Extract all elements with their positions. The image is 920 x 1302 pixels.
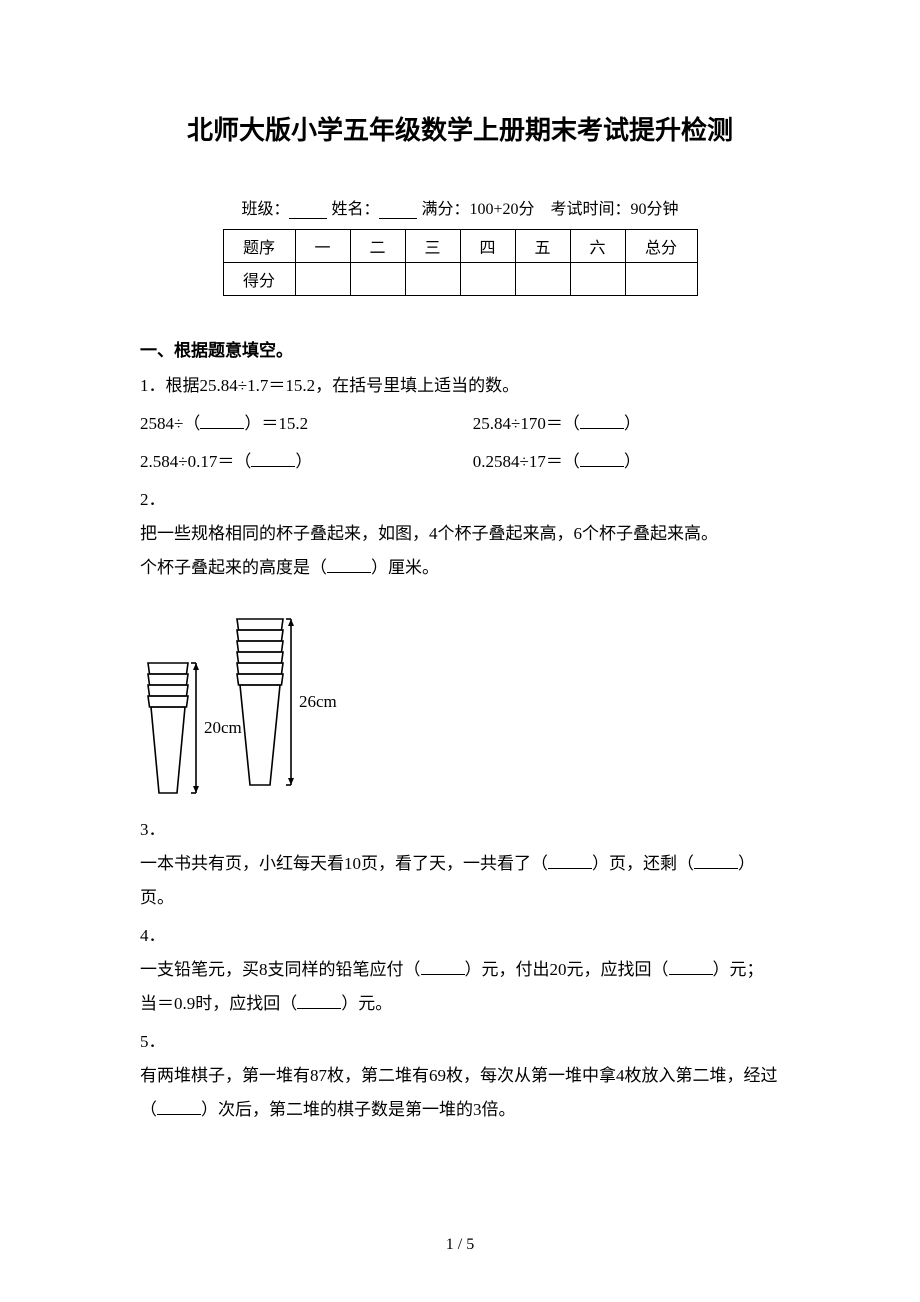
score-cell xyxy=(405,263,460,296)
col-2: 二 xyxy=(350,230,405,263)
page-number: 1 / 5 xyxy=(0,1236,920,1254)
full-score-label: 满分： xyxy=(421,201,469,218)
score-cell xyxy=(295,263,350,296)
fill-blank xyxy=(548,855,592,869)
q1-expr-b: 25.84÷170＝（ ） xyxy=(473,407,780,441)
expr-text: ） xyxy=(624,452,641,471)
cups-svg-icon: 20cm 26cm xyxy=(140,603,370,798)
fill-blank xyxy=(421,961,465,975)
q5-text-b: ）次后，第二堆的棋子数是第一堆的3倍。 xyxy=(201,1100,516,1119)
q4-num: 4． xyxy=(140,926,166,945)
q4-text-a: 一支铅笔元，买8支同样的铅笔应付（ xyxy=(140,960,421,979)
col-5: 五 xyxy=(515,230,570,263)
fill-blank xyxy=(200,415,244,429)
q1-expr-a: 2584÷（ ）＝15.2 xyxy=(140,407,473,441)
q2-num: 2． xyxy=(140,490,166,509)
question-3: 3． 一本书共有页，小红每天看10页，看了天，一共看了（）页，还剩（）页。 xyxy=(140,813,780,915)
section-heading: 一、根据题意填空。 xyxy=(140,336,780,361)
col-1: 一 xyxy=(295,230,350,263)
fill-blank xyxy=(694,855,738,869)
page-title: 北师大版小学五年级数学上册期末考试提升检测 xyxy=(140,110,780,147)
fill-blank xyxy=(669,961,713,975)
fill-blank xyxy=(580,453,624,467)
class-label: 班级： xyxy=(241,201,289,218)
row1-label: 题序 xyxy=(223,230,295,263)
col-3: 三 xyxy=(405,230,460,263)
total-label: 总分 xyxy=(625,230,697,263)
score-table: 题序 一 二 三 四 五 六 总分 得分 xyxy=(223,229,698,296)
question-1: 1．根据25.84÷1.7＝15.2，在括号里填上适当的数。 xyxy=(140,369,780,403)
expr-text: ）＝15.2 xyxy=(244,414,308,433)
expr-text: ） xyxy=(295,452,312,471)
name-label: 姓名： xyxy=(331,201,379,218)
exam-info-line: 班级： 姓名： 满分：100+20分 考试时间：90分钟 xyxy=(140,195,780,219)
row2-label: 得分 xyxy=(223,263,295,296)
name-blank xyxy=(379,203,417,219)
question-1-row1: 2584÷（ ）＝15.2 25.84÷170＝（ ） xyxy=(140,407,780,441)
expr-text: 25.84÷170＝（ xyxy=(473,414,580,433)
cups-diagram: 20cm 26cm xyxy=(140,603,780,803)
time-label: 考试时间： xyxy=(551,201,631,218)
fill-blank xyxy=(580,415,624,429)
q3-text-a: 一本书共有页，小红每天看10页，看了天，一共看了（ xyxy=(140,854,548,873)
score-cell xyxy=(460,263,515,296)
question-4: 4． 一支铅笔元，买8支同样的铅笔应付（）元，付出20元，应找回（）元；当＝0.… xyxy=(140,919,780,1021)
svg-text:26cm: 26cm xyxy=(299,692,337,711)
fill-blank xyxy=(251,453,295,467)
q2-line1: 把一些规格相同的杯子叠起来，如图，4个杯子叠起来高，6个杯子叠起来高。 xyxy=(140,524,718,543)
q1-text: 根据25.84÷1.7＝15.2，在括号里填上适当的数。 xyxy=(166,376,520,395)
fill-blank xyxy=(157,1101,201,1115)
q2-line2a: 个杯子叠起来的高度是（ xyxy=(140,558,327,577)
expr-text: ） xyxy=(624,414,641,433)
fill-blank xyxy=(297,995,341,1009)
col-6: 六 xyxy=(570,230,625,263)
col-4: 四 xyxy=(460,230,515,263)
question-2: 2． 把一些规格相同的杯子叠起来，如图，4个杯子叠起来高，6个杯子叠起来高。 个… xyxy=(140,483,780,585)
q1-expr-c: 2.584÷0.17＝（ ） xyxy=(140,445,473,479)
table-row: 题序 一 二 三 四 五 六 总分 xyxy=(223,230,697,263)
class-blank xyxy=(289,203,327,219)
time-value: 90分钟 xyxy=(631,201,679,218)
table-row: 得分 xyxy=(223,263,697,296)
score-cell xyxy=(570,263,625,296)
q2-line2b: ）厘米。 xyxy=(371,558,439,577)
score-cell xyxy=(515,263,570,296)
fill-blank xyxy=(327,559,371,573)
q1-expr-d: 0.2584÷17＝（ ） xyxy=(473,445,780,479)
svg-text:20cm: 20cm xyxy=(204,718,242,737)
expr-text: 2.584÷0.17＝（ xyxy=(140,452,251,471)
q4-text-d: ）元。 xyxy=(341,994,392,1013)
question-1-row2: 2.584÷0.17＝（ ） 0.2584÷17＝（ ） xyxy=(140,445,780,479)
q5-num: 5． xyxy=(140,1032,166,1051)
q4-text-b: ）元，付出20元，应找回（ xyxy=(465,960,669,979)
q3-num: 3． xyxy=(140,820,166,839)
score-cell xyxy=(625,263,697,296)
q1-num: 1． xyxy=(140,376,166,395)
expr-text: 0.2584÷17＝（ xyxy=(473,452,580,471)
expr-text: 2584÷（ xyxy=(140,414,200,433)
full-score-value: 100+20分 xyxy=(469,201,534,218)
score-cell xyxy=(350,263,405,296)
question-5: 5． 有两堆棋子，第一堆有87枚，第二堆有69枚，每次从第一堆中拿4枚放入第二堆… xyxy=(140,1025,780,1127)
q3-text-b: ）页，还剩（ xyxy=(592,854,694,873)
